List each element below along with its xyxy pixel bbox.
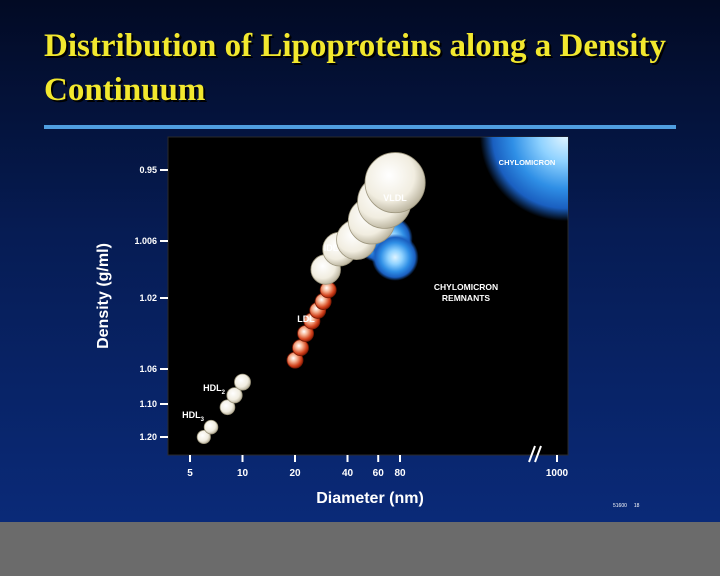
series-label-hdl2: HDL2: [203, 383, 226, 396]
series-label-chylomicron-remnants: CHYLOMICRON: [434, 282, 498, 292]
y-axis: 0.95 1.006 1.02 1.06 1.10 1.20: [134, 165, 168, 442]
footer-code: 51600: [613, 503, 627, 509]
title-divider: [44, 125, 676, 129]
y-tick-label: 1.02: [139, 293, 157, 303]
x-tick-label: 1000: [546, 468, 569, 479]
chylomicron-particle: [480, 137, 568, 221]
series-label-ldl: LDL: [297, 314, 315, 324]
x-tick-label: 80: [394, 468, 406, 479]
chylomicron-remnants-particle: [371, 233, 419, 281]
y-tick-label: 0.95: [139, 165, 157, 175]
slide-title: Distribution of Lipoproteins along a Den…: [44, 28, 666, 108]
x-tick-label: 20: [289, 468, 301, 479]
ldl-particle: [292, 339, 309, 357]
footer-page: 18: [633, 503, 640, 509]
y-tick-label: 1.10: [139, 399, 157, 409]
axis-break-mark: [528, 445, 536, 463]
y-tick-label: 1.20: [139, 432, 157, 442]
y-tick-label: 1.006: [134, 236, 157, 246]
series-label-hdl3: HDL3: [182, 410, 205, 423]
hdl3-particle: [196, 429, 211, 445]
lipoprotein-chart: CHYLOMICRON HDL3 HDL2 LDL IDL VLDL CHYLOMICRO…: [95, 136, 569, 507]
series-label-chylomicron-remnants: REMNANTS: [442, 293, 490, 303]
axis-break-mark: [534, 445, 542, 463]
hdl2-particle: [226, 387, 243, 404]
x-tick-label: 10: [237, 468, 249, 479]
hdl2-particle: [234, 373, 251, 391]
x-tick-label: 5: [187, 468, 193, 479]
x-tick-label: 60: [373, 468, 385, 479]
hdl2-particle: [219, 399, 236, 416]
series-label-vldl: VLDL: [383, 193, 407, 203]
footer-bar: [0, 522, 720, 576]
series-label-chylomicron: CHYLOMICRON: [499, 158, 556, 167]
slide-code: 51600 18: [613, 503, 639, 509]
hdl3-particle: [203, 419, 219, 435]
x-tick-label: 40: [342, 468, 354, 479]
y-tick-label: 1.06: [139, 364, 157, 374]
vldl-particle: [364, 152, 426, 214]
series-label-idl: IDL: [324, 243, 339, 253]
y-axis-label: Density (g/ml): [95, 243, 112, 349]
x-axis: 5 10 20 40 60 80 1000: [187, 445, 569, 479]
x-axis-label: Diameter (nm): [316, 490, 424, 507]
